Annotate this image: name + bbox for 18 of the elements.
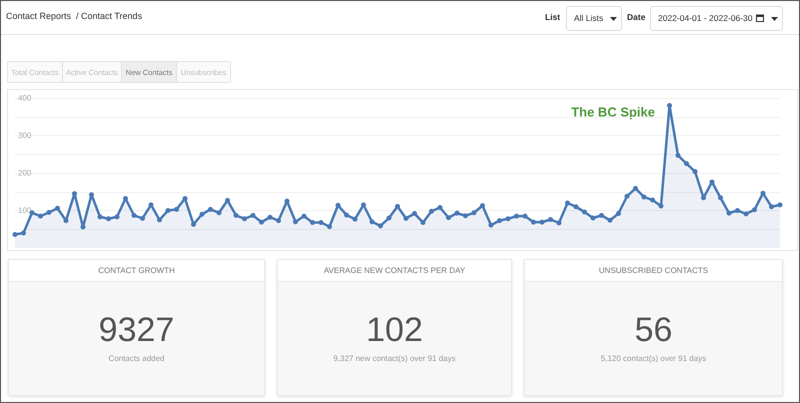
text: 5,120 contact(s) over 91 days — [600, 354, 708, 363]
text: 2022-04-01 - 2022-06-30 — [658, 13, 753, 23]
text: Date — [627, 12, 646, 22]
text: 9,327 new contact(s) over 91 days — [332, 354, 457, 363]
text: 56 — [634, 310, 674, 350]
text: 102 — [365, 310, 424, 350]
y-tick-label: 200 — [18, 168, 32, 178]
text: List — [545, 12, 560, 22]
y-tick-label: 400 — [18, 94, 32, 102]
text: UNSUBSCRIBED CONTACTS — [525, 260, 782, 282]
text: Contacts added — [107, 354, 166, 363]
chart-title: Contact Reports / Contact Trends — [6, 11, 142, 21]
text: 9327 — [98, 310, 176, 350]
text: CONTACT GROWTH — [9, 260, 264, 282]
y-tick-label: 300 — [18, 131, 32, 140]
annotation: The BC Spike — [571, 104, 655, 120]
text: All Lists — [574, 13, 604, 23]
text: AVERAGE NEW CONTACTS PER DAY — [278, 260, 511, 282]
